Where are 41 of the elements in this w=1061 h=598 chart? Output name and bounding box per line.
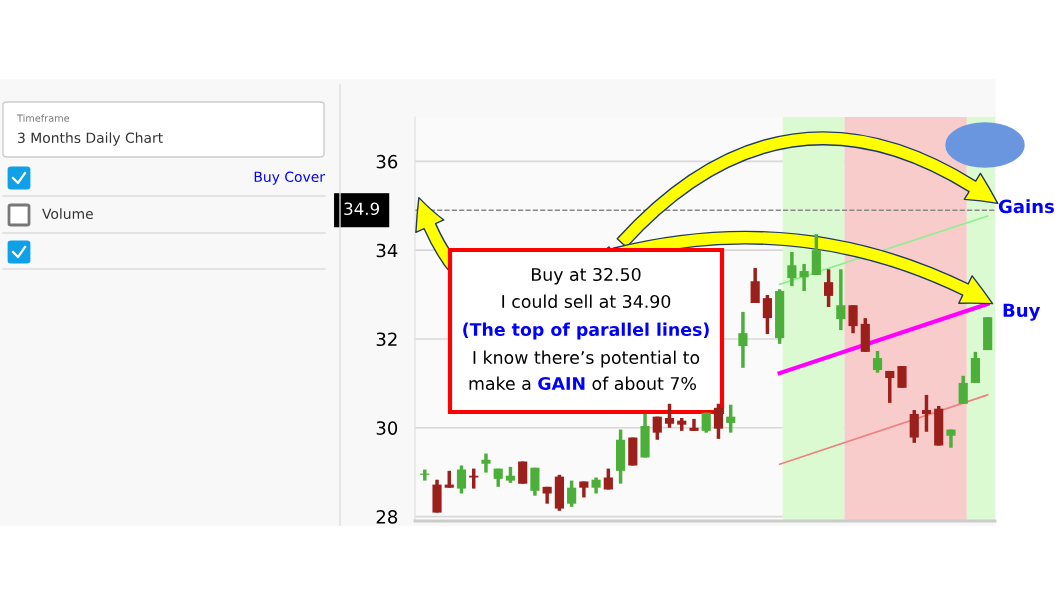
candlestick bbox=[738, 310, 748, 368]
candlestick bbox=[848, 305, 858, 334]
y-tick-label: 36 bbox=[376, 154, 398, 169]
candlestick bbox=[530, 467, 540, 496]
candlestick bbox=[420, 469, 430, 481]
candlestick bbox=[762, 295, 772, 336]
candlestick bbox=[787, 250, 797, 287]
text: 3 Months Daily Chart bbox=[18, 132, 163, 146]
candlestick bbox=[750, 266, 760, 304]
y-tick-label: 30 bbox=[376, 421, 398, 435]
candlestick bbox=[456, 465, 467, 494]
text: Gains bbox=[998, 199, 1054, 214]
candlestick bbox=[909, 410, 919, 443]
candlestick bbox=[481, 453, 491, 473]
candlestick bbox=[958, 375, 968, 404]
text: Volume bbox=[42, 208, 93, 220]
candlestick bbox=[836, 269, 846, 332]
y-tick-label: 28 bbox=[376, 510, 398, 524]
annotation: I could sell at 34.90 bbox=[502, 294, 671, 309]
annotation: (The top of parallel lines) bbox=[463, 322, 709, 340]
candlestick bbox=[885, 369, 895, 403]
text: Timeframe bbox=[16, 114, 70, 122]
candlestick bbox=[713, 403, 724, 439]
annotation: I know there’s potential to bbox=[473, 350, 700, 368]
annotation: Buy at 32.50 bbox=[532, 267, 641, 285]
candlestick bbox=[921, 393, 932, 432]
annotation: of about 7% bbox=[592, 376, 696, 391]
text: Buy bbox=[1003, 303, 1041, 321]
ref-line-label: 34.9 bbox=[344, 202, 380, 216]
text: Buy Cover bbox=[254, 171, 325, 185]
candlestick bbox=[897, 366, 907, 388]
y-tick-label: 32 bbox=[376, 332, 397, 347]
candlestick bbox=[799, 262, 809, 292]
annotation: make a bbox=[469, 376, 531, 391]
candlestick bbox=[726, 404, 736, 433]
candlestick bbox=[824, 269, 834, 308]
candlestick bbox=[664, 403, 675, 428]
candlestick bbox=[567, 480, 577, 507]
annotation: GAIN bbox=[538, 376, 585, 391]
y-tick-label: 34 bbox=[376, 243, 398, 258]
candlestick bbox=[872, 349, 883, 373]
